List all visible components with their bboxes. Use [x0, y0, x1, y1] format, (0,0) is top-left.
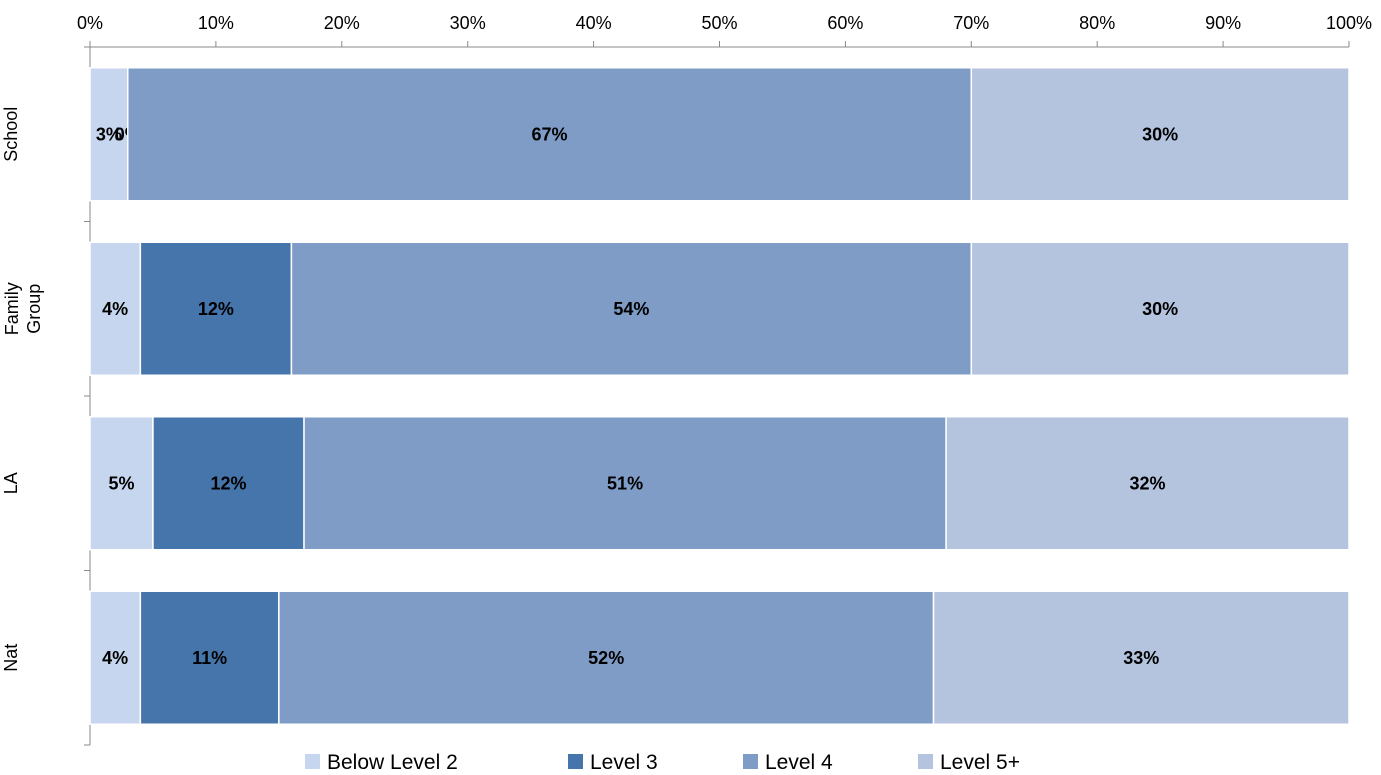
category-label-line: Group: [24, 284, 44, 334]
bar-segment: [303, 416, 947, 551]
category-label-line: Family: [2, 282, 22, 335]
data-label: 12%: [198, 299, 234, 319]
data-label: 54%: [613, 299, 649, 319]
data-label: 3%: [96, 124, 122, 144]
legend-label: Below Level 2: [327, 751, 458, 774]
legend-label: Level 3: [590, 751, 658, 774]
bar-segment: [970, 241, 1350, 376]
x-tick-label: 40%: [576, 13, 612, 33]
legend-label: Level 4: [765, 751, 833, 774]
data-label: 67%: [532, 124, 568, 144]
x-tick-label: 60%: [827, 13, 863, 33]
data-label: 12%: [210, 473, 246, 493]
category-label-line: School: [1, 107, 21, 162]
data-label: 30%: [1142, 124, 1178, 144]
category-label-line: LA: [1, 472, 21, 494]
x-tick-label: 70%: [953, 13, 989, 33]
data-label: 33%: [1123, 648, 1159, 668]
bar-segment: [127, 67, 973, 202]
bar-segment: [139, 241, 293, 376]
x-tick-label: 30%: [450, 13, 486, 33]
legend-label: Level 5+: [940, 751, 1020, 774]
category-label: LA: [1, 472, 21, 494]
category-label: Family Group: [2, 282, 44, 335]
data-label: 32%: [1130, 473, 1166, 493]
data-label: 5%: [108, 473, 134, 493]
category-label-line: Nat: [1, 644, 21, 672]
bar-segment: [932, 590, 1350, 725]
data-label: 51%: [607, 473, 643, 493]
x-tick-label: 10%: [198, 13, 234, 33]
data-label: 4%: [102, 299, 128, 319]
category-label: Nat: [1, 644, 21, 672]
x-tick-label: 90%: [1205, 13, 1241, 33]
data-label: 11%: [192, 648, 227, 668]
data-label: 52%: [588, 648, 624, 668]
legend-swatch: [918, 754, 933, 769]
category-label: School: [1, 107, 21, 162]
x-tick-label: 50%: [701, 13, 737, 33]
legend-swatch: [743, 754, 758, 769]
data-label: 4%: [102, 648, 128, 668]
bar-segment: [278, 590, 935, 725]
bar-segment: [970, 67, 1350, 202]
x-tick-label: 0%: [77, 13, 103, 33]
bar-segment: [945, 416, 1350, 551]
data-label: 30%: [1142, 299, 1178, 319]
x-tick-label: 100%: [1326, 13, 1372, 33]
legend-swatch: [305, 754, 320, 769]
legend-swatch: [568, 754, 583, 769]
x-tick-label: 80%: [1079, 13, 1115, 33]
bar-segment: [152, 416, 305, 551]
bar-segment: [290, 241, 973, 376]
x-tick-label: 20%: [324, 13, 360, 33]
bar-segment: [89, 416, 154, 551]
